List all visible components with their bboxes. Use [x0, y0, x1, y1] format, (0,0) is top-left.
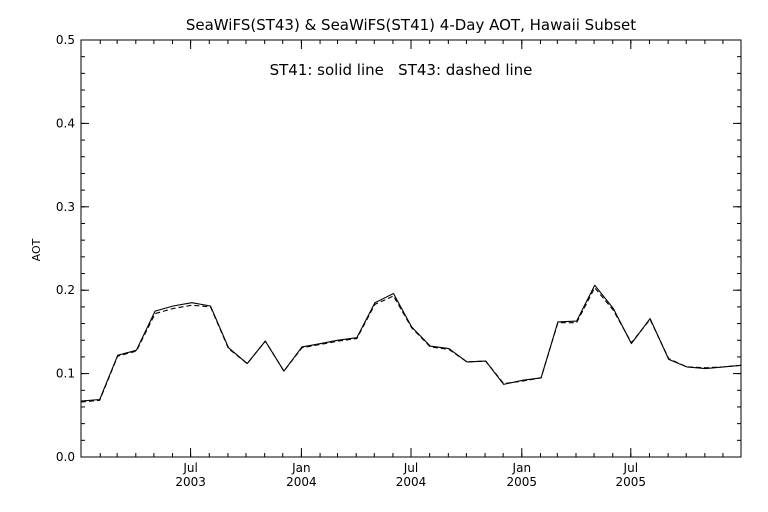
y-tick-label: 0.1 — [56, 367, 75, 381]
x-tick-label-month: Jan — [512, 461, 532, 475]
x-tick-label-month: Jul — [623, 461, 638, 475]
y-tick-label: 0.2 — [56, 283, 75, 297]
y-tick-label: 0.4 — [56, 116, 75, 130]
axes: 0.00.10.20.30.40.5Jul2003Jan2004Jul2004J… — [56, 33, 742, 489]
x-tick-label-month: Jul — [403, 461, 418, 475]
series-lines — [80, 284, 742, 403]
x-tick-label-year: 2004 — [286, 475, 317, 489]
x-tick-label-year: 2003 — [175, 475, 206, 489]
x-tick-label-year: 2004 — [396, 475, 427, 489]
y-tick-label: 0.3 — [56, 200, 75, 214]
chart-title: SeaWiFS(ST43) & SeaWiFS(ST41) 4-Day AOT,… — [186, 16, 636, 34]
line-style-annotation: ST41: solid line ST43: dashed line — [270, 61, 533, 79]
x-tick-label-month: Jul — [182, 461, 197, 475]
x-tick-label-year: 2005 — [616, 475, 647, 489]
x-tick-label-month: Jan — [291, 461, 311, 475]
x-tick-label-year: 2005 — [507, 475, 538, 489]
y-tick-label: 0.5 — [56, 33, 75, 47]
y-axis-label: AOT — [30, 238, 43, 261]
y-tick-label: 0.0 — [56, 450, 75, 464]
